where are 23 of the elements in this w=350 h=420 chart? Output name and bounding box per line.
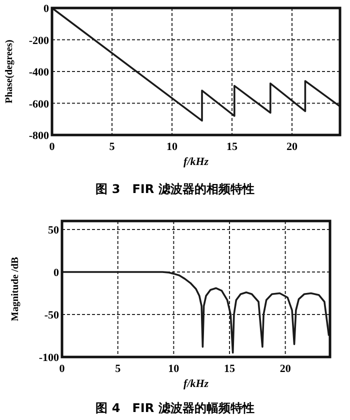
- x-tick-label: 20: [280, 363, 292, 375]
- text: 图 4 FIR 滤波器的幅频特性: [96, 401, 254, 415]
- y-tick-label: -400: [28, 66, 50, 78]
- y-tick-label: -50: [44, 310, 60, 322]
- x-tick-label: 10: [168, 363, 180, 375]
- y-tick-label: 0: [44, 3, 50, 15]
- x-axis-title: f/kHz: [183, 156, 210, 168]
- y-tick-label: -800: [28, 130, 50, 142]
- y-tick-label: -200: [28, 34, 50, 47]
- text: 图 3 FIR 滤波器的相频特性: [96, 182, 254, 196]
- y-tick-label: -100: [38, 352, 60, 364]
- x-tick-label: 5: [115, 363, 122, 375]
- y-tick-label: 0: [54, 267, 60, 279]
- x-tick-label: 15: [224, 363, 236, 375]
- x-tick-label: 20: [286, 141, 298, 153]
- y-tick-label: -600: [28, 98, 50, 110]
- x-tick-label: 5: [109, 141, 116, 153]
- y-axis-title: Phase(degrees): [4, 40, 15, 104]
- x-tick-label: 15: [226, 141, 238, 153]
- y-tick-label: 50: [48, 224, 60, 236]
- x-tick-label: 10: [166, 141, 178, 153]
- y-axis-title: Magnitude /dB: [10, 256, 21, 322]
- x-axis-title: f/kHz: [183, 378, 210, 390]
